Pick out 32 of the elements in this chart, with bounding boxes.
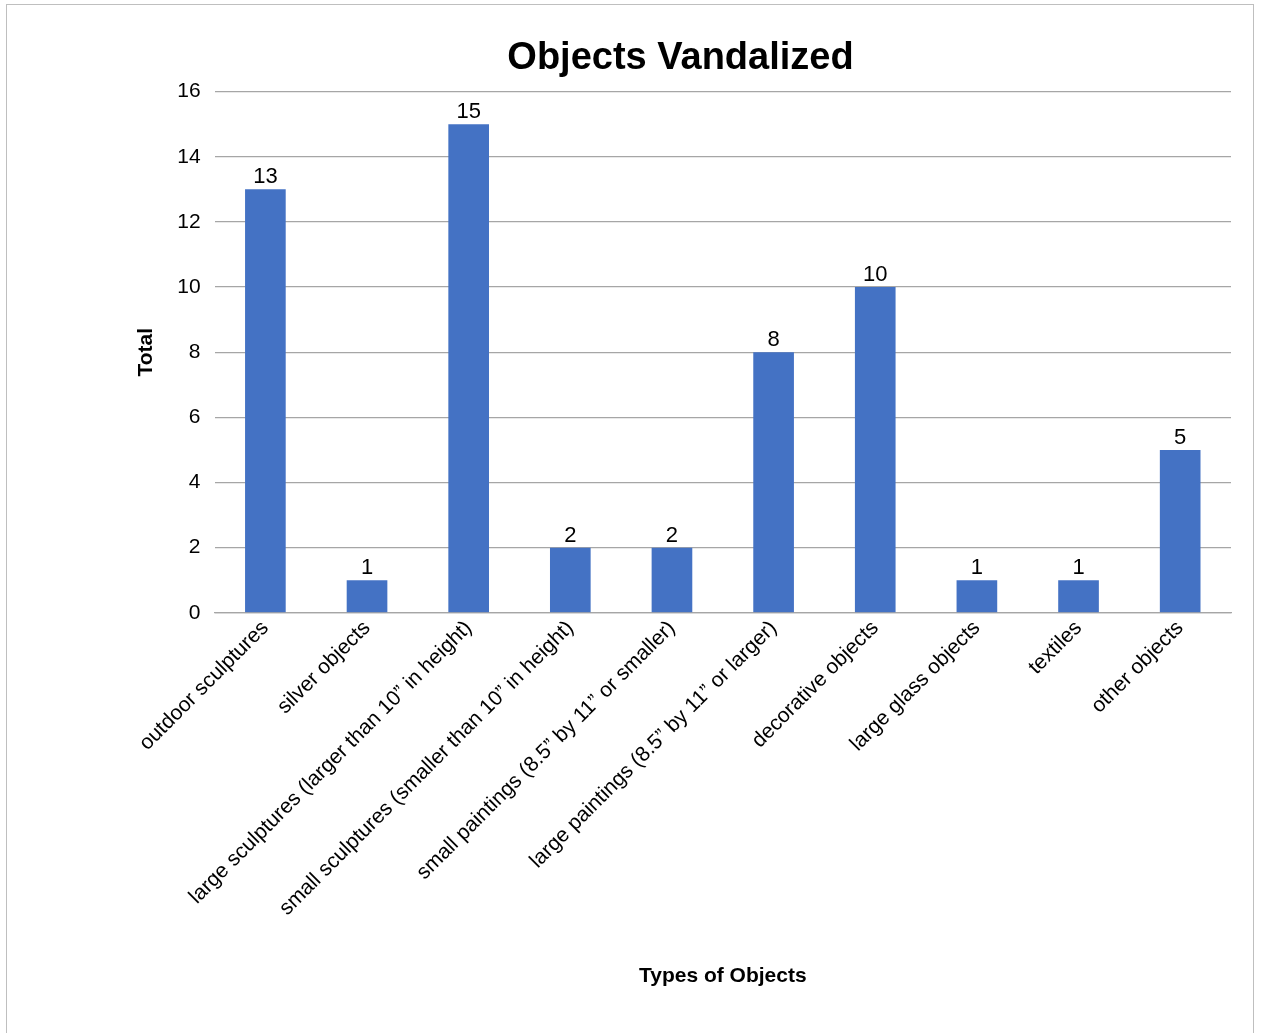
data-label: 13: [253, 163, 278, 189]
y-tick-label: 4: [188, 469, 201, 493]
bar: [753, 352, 794, 613]
bar: [651, 547, 693, 613]
bar: [956, 580, 998, 613]
y-tick-label: 12: [177, 208, 201, 232]
bar: [245, 189, 286, 613]
data-label: 1: [360, 554, 374, 580]
bar: [448, 124, 489, 613]
data-label: 8: [767, 326, 780, 352]
data-label: 10: [863, 261, 888, 287]
data-label: 1: [1072, 554, 1085, 580]
bar: [854, 287, 896, 613]
chart-title: Objects Vandalized: [507, 35, 854, 78]
y-tick-label: 2: [188, 534, 201, 558]
data-label: 2: [564, 521, 577, 547]
x-axis-title: Types of Objects: [638, 963, 807, 987]
y-tick-label: 8: [188, 338, 201, 362]
data-label: 15: [456, 98, 481, 124]
y-tick-label: 0: [188, 599, 201, 623]
y-tick-label: 6: [188, 404, 201, 428]
y-tick-label: 10: [177, 273, 201, 297]
data-label: 5: [1174, 423, 1187, 449]
bar: [1159, 449, 1201, 613]
bar: [346, 580, 388, 613]
data-label: 2: [665, 521, 679, 547]
bar: [1058, 580, 1099, 613]
data-label: 1: [970, 554, 984, 580]
y-tick-label: 14: [177, 143, 201, 167]
y-axis-title: Total: [133, 327, 157, 377]
bar: [549, 547, 591, 613]
y-tick-label: 16: [177, 78, 201, 102]
